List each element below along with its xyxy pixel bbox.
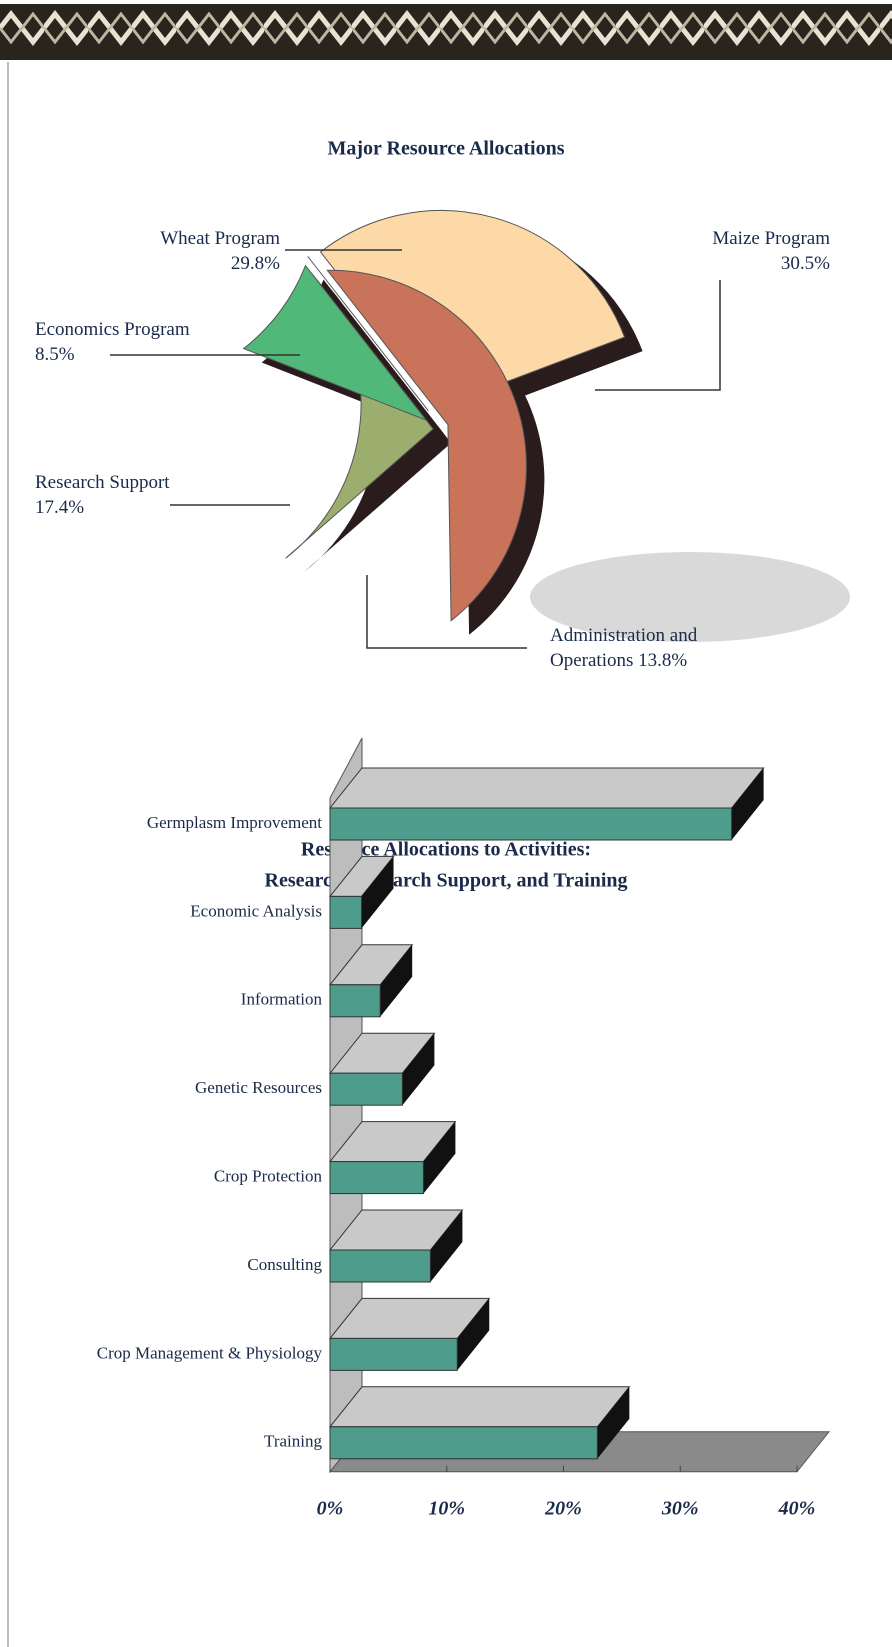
x-tick-label: 10% <box>428 1497 465 1519</box>
bar <box>330 896 362 928</box>
slice-category: Economics Program <box>35 317 255 342</box>
y-tick-label: Germplasm Improvement <box>147 813 322 832</box>
bar <box>330 985 380 1017</box>
slice-label: Administration and Operations 13.8% <box>550 623 750 673</box>
x-tick-label: 0% <box>317 1497 344 1519</box>
x-tick-label: 40% <box>778 1497 816 1519</box>
y-tick-label: Training <box>264 1432 322 1451</box>
y-tick-label: Consulting <box>247 1255 322 1274</box>
pie-title: Major Resource Allocations <box>327 138 564 160</box>
slice-value-label: 13.8% <box>638 650 687 671</box>
bar <box>330 1338 457 1370</box>
slice-value-label: 29.8% <box>110 251 280 276</box>
page: Major Resource Allocations Resource Allo… <box>0 0 892 1647</box>
x-tick-label: 30% <box>661 1497 699 1519</box>
y-tick-label: Genetic Resources <box>195 1078 322 1097</box>
bar-top <box>330 768 764 808</box>
bar <box>330 1073 402 1105</box>
y-tick-label: Economic Analysis <box>190 901 322 920</box>
bar-top <box>330 1387 629 1427</box>
bar <box>330 808 732 840</box>
slice-value-label: 17.4% <box>35 495 235 520</box>
slice-category: Maize Program <box>640 226 830 251</box>
y-tick-label: Crop Protection <box>214 1167 323 1186</box>
bar <box>330 1162 423 1194</box>
bar <box>330 1250 430 1282</box>
decorative-band <box>0 4 892 60</box>
y-tick-label: Crop Management & Physiology <box>97 1343 323 1362</box>
x-tick-label: 20% <box>544 1497 582 1519</box>
slice-category: Research Support <box>35 470 235 495</box>
slice-value-label: 30.5% <box>640 251 830 276</box>
bar-subtitle: Research, Research Support, and Training <box>265 870 628 892</box>
y-tick-label: Information <box>241 990 323 1009</box>
bar <box>330 1427 597 1459</box>
slice-category: Wheat Program <box>110 226 280 251</box>
slice-value-label: 8.5% <box>35 342 255 367</box>
